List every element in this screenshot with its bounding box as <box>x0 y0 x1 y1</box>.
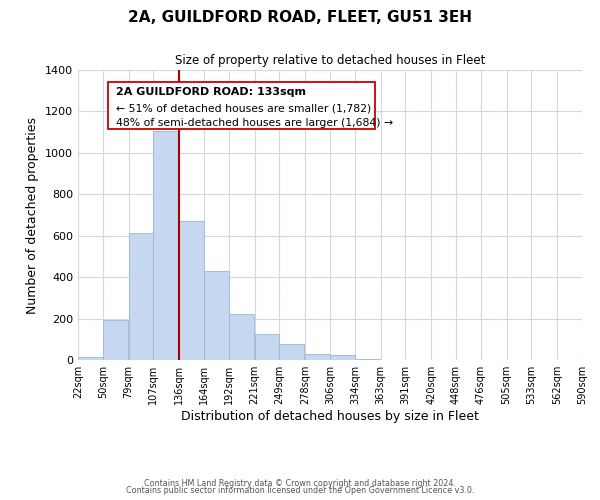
Bar <box>355 359 380 360</box>
Title: Size of property relative to detached houses in Fleet: Size of property relative to detached ho… <box>175 54 485 68</box>
Text: 2A, GUILDFORD ROAD, FLEET, GU51 3EH: 2A, GUILDFORD ROAD, FLEET, GU51 3EH <box>128 10 472 25</box>
Bar <box>78 357 103 360</box>
FancyBboxPatch shape <box>108 82 376 130</box>
Text: 48% of semi-detached houses are larger (1,684) →: 48% of semi-detached houses are larger (… <box>116 118 393 128</box>
Bar <box>128 232 154 360</box>
Bar <box>103 320 128 360</box>
Bar <box>179 221 204 360</box>
Bar <box>154 131 178 360</box>
Bar <box>204 271 229 360</box>
X-axis label: Distribution of detached houses by size in Fleet: Distribution of detached houses by size … <box>181 410 479 423</box>
Bar <box>280 344 304 360</box>
Text: Contains HM Land Registry data © Crown copyright and database right 2024.: Contains HM Land Registry data © Crown c… <box>144 478 456 488</box>
Text: Contains public sector information licensed under the Open Government Licence v3: Contains public sector information licen… <box>126 486 474 495</box>
Bar <box>229 314 254 360</box>
Bar <box>330 355 355 360</box>
Text: ← 51% of detached houses are smaller (1,782): ← 51% of detached houses are smaller (1,… <box>116 104 371 114</box>
Bar <box>254 334 280 360</box>
Bar <box>305 354 330 360</box>
Y-axis label: Number of detached properties: Number of detached properties <box>26 116 40 314</box>
Text: 2A GUILDFORD ROAD: 133sqm: 2A GUILDFORD ROAD: 133sqm <box>116 88 306 98</box>
